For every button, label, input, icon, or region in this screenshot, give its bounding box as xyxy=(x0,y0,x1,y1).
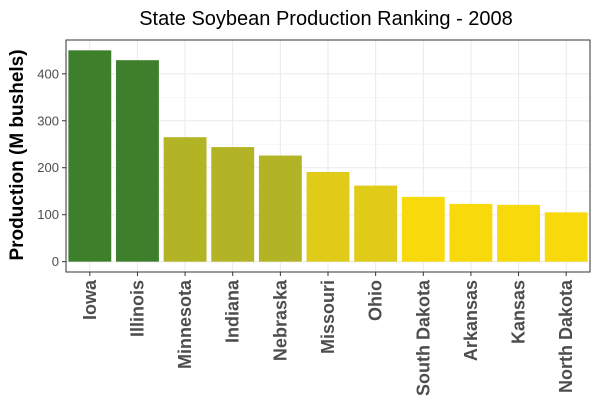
bar-nebraska xyxy=(258,155,302,262)
y-axis: 0 100 200 300 400 xyxy=(37,66,66,269)
x-tick-label: Indiana xyxy=(223,279,243,343)
x-tick-label: Ohio xyxy=(366,280,386,321)
bar-indiana xyxy=(211,147,255,262)
bar-arkansas xyxy=(449,203,493,262)
x-tick-label: Arkansas xyxy=(461,280,481,361)
y-tick-label: 0 xyxy=(52,254,59,269)
bar-missouri xyxy=(306,171,350,262)
bar-ohio xyxy=(354,185,398,262)
x-tick-label: Missouri xyxy=(318,280,338,354)
x-tick-label: South Dakota xyxy=(413,279,433,396)
y-axis-label: Production (M bushels) xyxy=(7,49,28,260)
bars xyxy=(68,50,588,262)
y-tick-label: 100 xyxy=(37,207,59,222)
bar-kansas xyxy=(497,204,540,262)
chart-title: State Soybean Production Ranking - 2008 xyxy=(139,8,513,30)
plot-panel-border xyxy=(65,39,591,273)
y-tick-label: 400 xyxy=(37,66,59,81)
x-tick-label: North Dakota xyxy=(556,279,576,393)
x-tick-label: Minnesota xyxy=(175,279,195,369)
bar-iowa xyxy=(68,50,112,262)
y-tick-label: 300 xyxy=(37,113,59,128)
x-axis: Iowa Illinois Minnesota Indiana Nebraska Miss… xyxy=(80,272,576,396)
bar-south-dakota xyxy=(401,196,445,262)
x-tick-label: Illinois xyxy=(127,280,147,337)
x-tick-label: Kansas xyxy=(509,280,529,344)
y-tick-label: 200 xyxy=(37,160,59,175)
x-tick-label: Nebraska xyxy=(270,279,290,361)
x-tick-label: Iowa xyxy=(80,279,100,320)
bar-minnesota xyxy=(163,137,207,262)
bar-illinois xyxy=(116,60,159,262)
bar-north-dakota xyxy=(544,212,588,262)
